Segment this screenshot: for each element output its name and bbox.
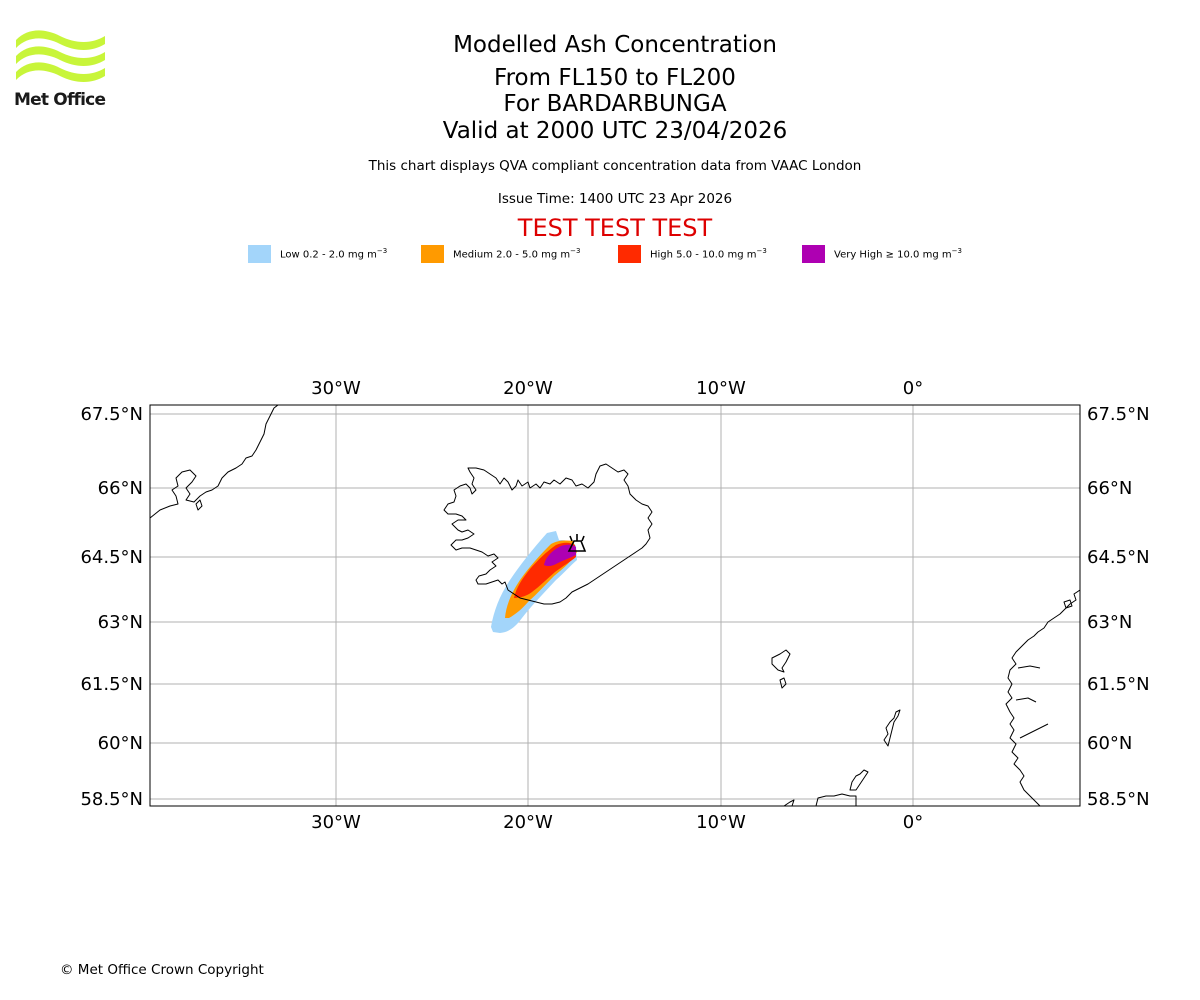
map-background [150, 405, 1080, 806]
volcano-name: For BARDARBUNGA [503, 91, 727, 117]
logo-wordmark: Met Office [14, 90, 106, 110]
axis-labels: 30°W 20°W 10°W 0° 30°W 20°W 10°W 0° 67.5… [80, 378, 1149, 833]
lon-label-top: 30°W [311, 378, 361, 399]
legend-medium: Medium 2.0 - 5.0 mg m−3 [421, 244, 580, 263]
legend-high: High 5.0 - 10.0 mg m−3 [618, 244, 767, 263]
legend-swatch [618, 244, 641, 263]
lat-label-right: 60°N [1087, 733, 1132, 754]
lat-label-right: 63°N [1087, 612, 1132, 633]
legend-low: Low 0.2 - 2.0 mg m−3 [248, 244, 387, 263]
legend-swatch [421, 244, 444, 263]
lat-label-right: 67.5°N [1087, 404, 1150, 425]
chart-description: This chart displays QVA compliant concen… [368, 158, 862, 174]
legend-very-high: Very High ≥ 10.0 mg m−3 [802, 244, 962, 263]
legend-label: Medium 2.0 - 5.0 mg m [453, 249, 571, 261]
legend-unit-exponent: −3 [570, 246, 581, 255]
legend-unit-exponent: −3 [756, 246, 767, 255]
legend-unit-exponent: −3 [951, 246, 962, 255]
lat-label-left: 66°N [98, 478, 143, 499]
volcano-marker [567, 534, 587, 552]
lat-label-left: 64.5°N [80, 547, 143, 568]
greenland-island [195, 499, 203, 511]
test-banner: TEST TEST TEST [517, 214, 713, 242]
legend-label: High 5.0 - 10.0 mg m [650, 249, 757, 261]
lon-label-bottom: 20°W [503, 812, 553, 833]
copyright-notice: © Met Office Crown Copyright [60, 962, 264, 978]
norway-islands [1063, 599, 1073, 609]
shetland-coast [883, 709, 901, 747]
ash-very-high-region [544, 544, 576, 567]
lat-label-left: 63°N [98, 612, 143, 633]
lon-label-bottom: 10°W [696, 812, 746, 833]
hebrides-coast [783, 799, 795, 806]
iceland-coast [443, 463, 653, 605]
met-office-waves-icon [16, 30, 105, 82]
met-office-logo: Met Office [14, 30, 110, 114]
lat-label-left: 61.5°N [80, 674, 143, 695]
coastlines [150, 405, 1080, 806]
lat-label-right: 66°N [1087, 478, 1132, 499]
legend-label: Very High ≥ 10.0 mg m [834, 249, 952, 261]
graticule [150, 405, 1080, 806]
norway-coast [1005, 589, 1080, 806]
legend-swatch [802, 244, 825, 263]
norway-fjord-2 [1015, 697, 1037, 703]
orkney-coast [849, 769, 869, 791]
volcano-icon [567, 540, 587, 552]
faroe-islands-coast [771, 649, 791, 673]
valid-time: Valid at 2000 UTC 23/04/2026 [442, 118, 788, 144]
legend-swatch [248, 244, 271, 263]
lat-label-right: 58.5°N [1087, 789, 1150, 810]
lat-label-left: 58.5°N [80, 789, 143, 810]
legend-label: Low 0.2 - 2.0 mg m [280, 249, 377, 261]
lat-label-left: 67.5°N [80, 404, 143, 425]
norway-fjord-3 [1019, 723, 1049, 739]
faroe-islands-south [779, 677, 787, 689]
lat-label-left: 60°N [98, 733, 143, 754]
lon-label-bottom: 30°W [311, 812, 361, 833]
volcano-eruption-icon [569, 534, 585, 542]
lon-label-top: 20°W [503, 378, 553, 399]
scotland-coast [815, 793, 857, 806]
lon-label-bottom: 0° [903, 812, 923, 833]
legend-unit-exponent: −3 [376, 246, 388, 255]
lon-label-top: 0° [903, 378, 923, 399]
lon-label-top: 10°W [696, 378, 746, 399]
lat-label-right: 61.5°N [1087, 674, 1150, 695]
norway-fjord-1 [1017, 665, 1041, 669]
chart-title: Modelled Ash Concentration [453, 32, 777, 58]
map-frame [149, 404, 1081, 807]
issue-time: Issue Time: 1400 UTC 23 Apr 2026 [497, 191, 733, 207]
lat-label-right: 64.5°N [1087, 547, 1150, 568]
flight-level-range: From FL150 to FL200 [494, 65, 736, 91]
greenland-coast [150, 405, 279, 519]
